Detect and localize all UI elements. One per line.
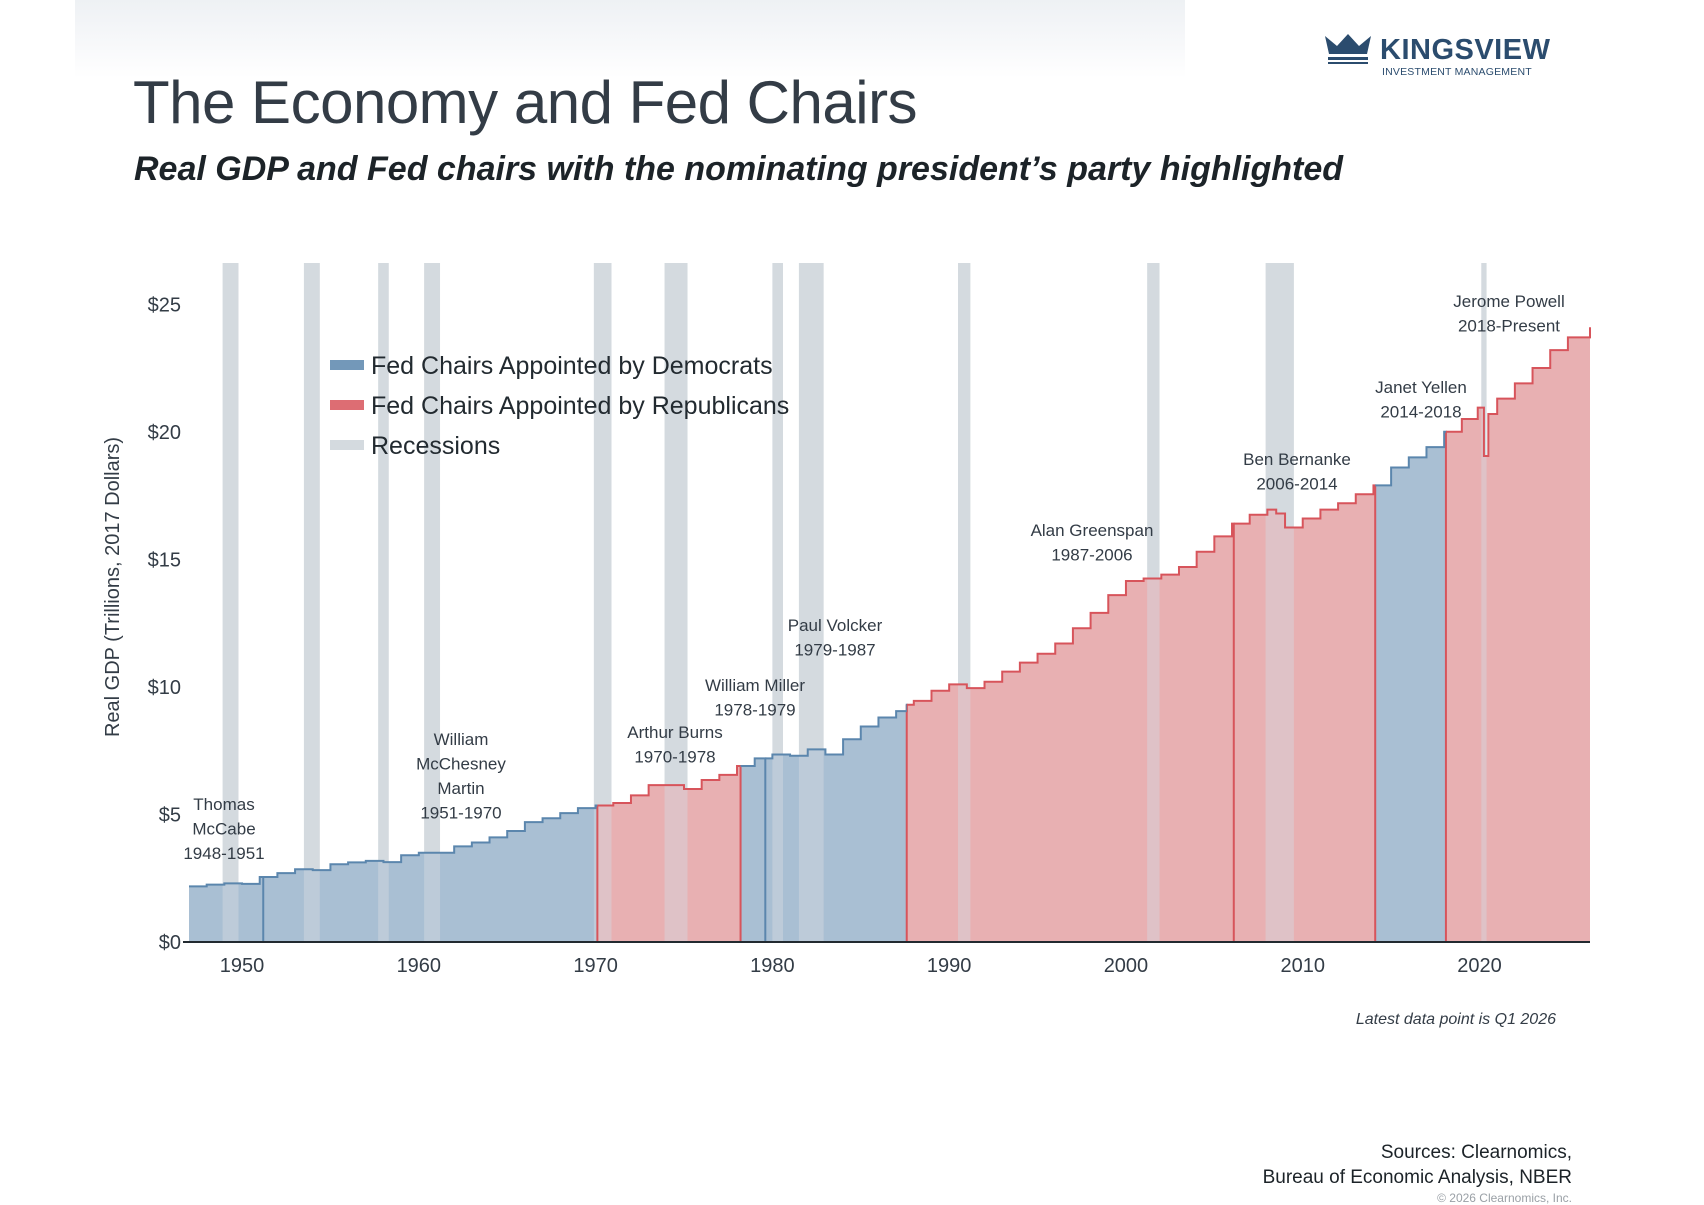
chair-label-line: Janet Yellen [1375, 378, 1467, 397]
latest-data-note: Latest data point is Q1 2026 [1355, 1011, 1556, 1028]
y-tick-label: $0 [159, 932, 181, 954]
sources-line-1: Sources: Clearnomics, [1380, 1142, 1572, 1163]
x-tick-label: 1960 [397, 955, 442, 977]
logo-tagline: INVESTMENT MANAGEMENT [1382, 66, 1532, 78]
gdp-line-segment [906, 522, 1235, 713]
chair-label: Ben Bernanke 2006-2014 [1243, 450, 1351, 494]
legend-swatch [330, 400, 364, 410]
chair-label: Alan Greenspan 1987-2006 [1031, 521, 1154, 565]
x-tick-label: 1970 [573, 955, 618, 977]
chart-title: The Economy and Fed Chairs [133, 69, 918, 136]
x-tick-label: 1980 [750, 955, 795, 977]
y-tick-label: $10 [148, 677, 181, 699]
recession-band [593, 263, 612, 942]
chair-label-line: 1970-1978 [634, 748, 715, 767]
gdp-outline [189, 327, 1591, 888]
y-tick-label: $25 [148, 294, 181, 316]
chair-area [765, 327, 907, 942]
recession-overlay-band [1481, 327, 1487, 942]
legend-label: Fed Chairs Appointed by Democrats [371, 352, 773, 380]
x-tick-label: 2010 [1280, 955, 1325, 977]
chair-label: Janet Yellen 2014-2018 [1375, 378, 1467, 422]
chair-label-line: Thomas [193, 795, 254, 814]
chair-area [906, 327, 1234, 942]
chair-area [1375, 327, 1446, 942]
chair-label-line: Alan Greenspan [1031, 521, 1154, 540]
recession-band [664, 263, 688, 942]
gdp-line-segment [263, 804, 599, 878]
sources: Sources: Clearnomics, Bureau of Economic… [1263, 1140, 1572, 1190]
chair-label-line: 2014-2018 [1380, 403, 1461, 422]
sources-line-2: Bureau of Economic Analysis, NBER [1262, 1167, 1572, 1188]
legend: Fed Chairs Appointed by Democrats Fed Cha… [330, 352, 789, 460]
x-tick-label: 2020 [1457, 955, 1502, 977]
recession-band [772, 263, 783, 942]
chair-label: William Miller 1978-1979 [705, 676, 805, 720]
legend-swatch [330, 360, 364, 370]
chair-label-line: 1978-1979 [714, 701, 795, 720]
chart-subtitle: Real GDP and Fed chairs with the nominat… [134, 150, 1344, 188]
recession-band [303, 263, 320, 942]
gdp-line-segment [1375, 430, 1447, 487]
x-tick-label: 1990 [927, 955, 972, 977]
chair-label: Thomas McCabe 1948-1951 [183, 795, 264, 863]
legend-label: Fed Chairs Appointed by Republicans [371, 392, 789, 420]
chair-dividers [262, 431, 1447, 942]
chair-label-line: Jerome Powell [1453, 292, 1565, 311]
chair-label: Jerome Powell 2018-Present [1453, 292, 1565, 336]
chair-area [1445, 327, 1590, 942]
legend-swatch [330, 440, 364, 450]
chair-label-line: Ben Bernanke [1243, 450, 1351, 469]
copyright: © 2026 Clearnomics, Inc. [1437, 1191, 1572, 1205]
chair-label-line: Paul Volcker [788, 616, 883, 635]
chair-label-line: 1948-1951 [183, 844, 264, 863]
chair-label-line: Arthur Burns [627, 723, 722, 742]
x-tick-label: 1950 [220, 955, 265, 977]
chair-label: Arthur Burns 1970-1978 [627, 723, 722, 767]
axes: $0 $5 $10 $15 $20 $25 1950 1960 1970 1980 1990 2000… [102, 294, 1590, 977]
logo-name: KINGSVIEW [1380, 34, 1551, 66]
recession-band [222, 263, 239, 942]
chair-label-line: 2006-2014 [1256, 475, 1337, 494]
x-tick-label: 2000 [1104, 955, 1149, 977]
recession-band [424, 263, 441, 942]
recession-band [378, 263, 389, 942]
chair-label-line: McChesney [416, 755, 506, 774]
legend-label: Recessions [371, 432, 500, 460]
chair-area [1233, 327, 1376, 942]
y-tick-label: $15 [148, 549, 181, 571]
chair-label-line: William Miller [705, 676, 805, 695]
chair-label-line: 2018-Present [1458, 317, 1560, 336]
chair-label: William McChesney Martin 1951-1970 [416, 730, 506, 823]
kingsview-logo: KINGSVIEW INVESTMENT MANAGEMENT [1323, 30, 1551, 80]
chair-label-line: 1951-1970 [420, 804, 501, 823]
chair-label-line: Martin [437, 779, 484, 798]
y-tick-label: $20 [148, 422, 181, 444]
chair-labels: Thomas McCabe 1948-1951 William McChesney Mar… [183, 292, 1564, 863]
header-band [75, 0, 1185, 78]
chair-label-line: McCabe [192, 820, 255, 839]
crown-icon [1325, 34, 1371, 64]
chair-label-line: William [434, 730, 489, 749]
chair-label: Paul Volcker 1979-1987 [788, 616, 883, 660]
y-axis-label: Real GDP (Trillions, 2017 Dollars) [102, 437, 124, 737]
y-tick-label: $5 [159, 804, 181, 826]
chair-label-line: 1979-1987 [794, 641, 875, 660]
chair-label-line: 1987-2006 [1051, 546, 1132, 565]
